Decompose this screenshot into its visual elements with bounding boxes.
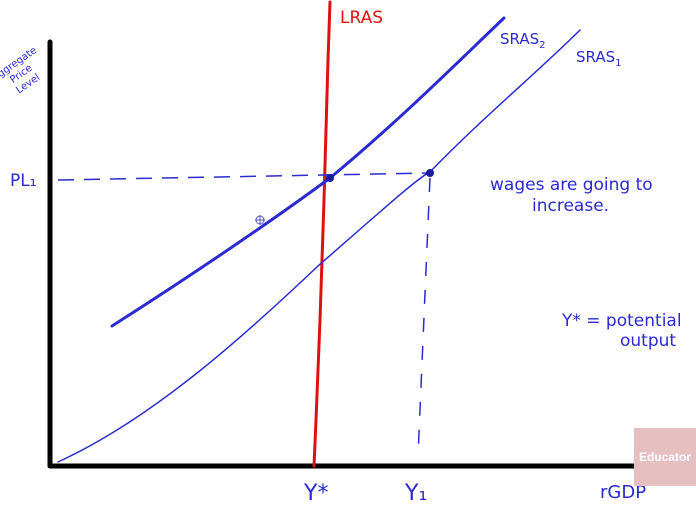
watermark-text: Educator bbox=[638, 450, 691, 464]
sras2-label: SRAS2 bbox=[500, 30, 546, 51]
pl1-label: PL₁ bbox=[10, 171, 37, 191]
sras1-curve bbox=[57, 29, 581, 463]
lras-curve bbox=[312, 0, 332, 468]
intersection-point-sras1 bbox=[426, 169, 434, 177]
y1-dashed-line bbox=[417, 177, 431, 457]
cursor-mark bbox=[255, 215, 265, 225]
svg-text:wages are going to: wages are going to bbox=[490, 175, 653, 195]
svg-text:increase.: increase. bbox=[532, 196, 609, 216]
intersection-point-lras-sras2 bbox=[326, 174, 334, 182]
sras1-label: SRAS1 bbox=[576, 48, 622, 69]
potential-output-note: Y* = potential output bbox=[561, 311, 682, 351]
pl1-dashed-line bbox=[57, 172, 431, 181]
wages-note: wages are going to increase. bbox=[490, 175, 653, 216]
x-axis-label: rGDP bbox=[600, 482, 646, 503]
svg-text:output: output bbox=[620, 331, 676, 351]
educator-watermark: Educator bbox=[634, 428, 696, 486]
sras2-curve bbox=[110, 16, 506, 328]
y-star-label: Y* bbox=[303, 481, 328, 506]
y1-label: Y₁ bbox=[404, 481, 427, 506]
svg-text:Y* = potential: Y* = potential bbox=[561, 311, 682, 331]
y-axis-label: Aggregate Price Level bbox=[0, 45, 42, 96]
lras-label: LRAS bbox=[340, 8, 383, 28]
